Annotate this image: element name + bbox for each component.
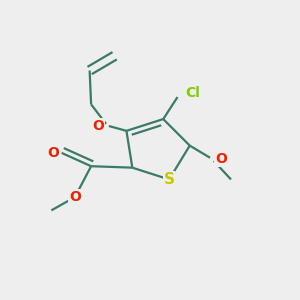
Text: O: O — [215, 152, 227, 166]
Text: O: O — [69, 190, 81, 204]
Text: Cl: Cl — [185, 85, 200, 100]
Text: O: O — [92, 118, 104, 133]
Text: S: S — [164, 172, 175, 187]
Text: O: O — [47, 146, 59, 160]
